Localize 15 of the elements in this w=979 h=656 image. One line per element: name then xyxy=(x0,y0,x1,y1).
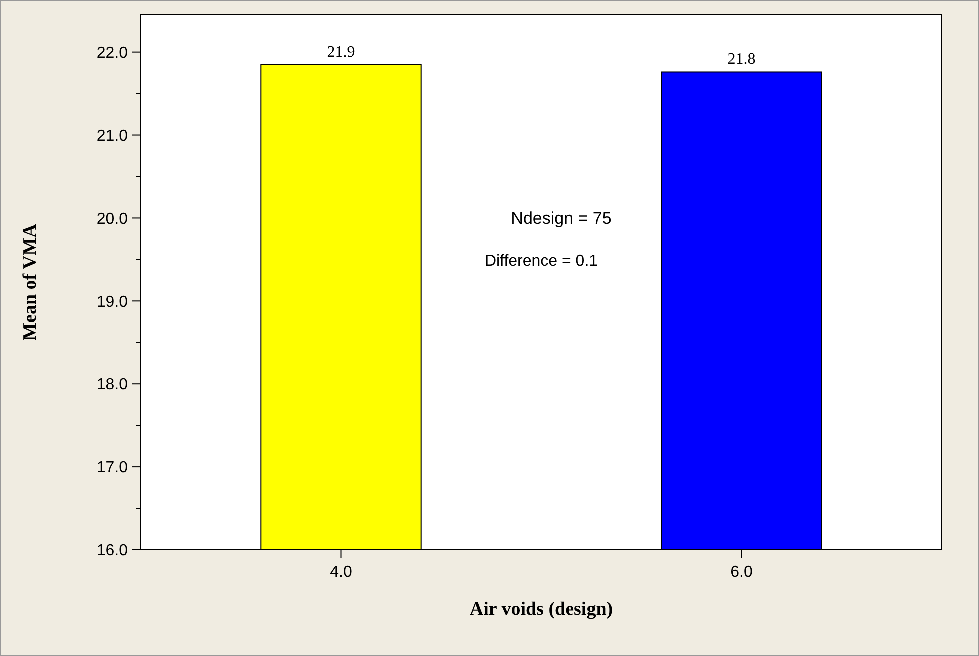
y-tick-label: 20.0 xyxy=(96,210,128,228)
annotation: Ndesign = 75 xyxy=(511,209,612,228)
x-tick-label: 4.0 xyxy=(330,564,352,581)
y-tick-label: 18.0 xyxy=(96,376,128,394)
y-tick-label: 21.0 xyxy=(96,128,128,145)
y-tick-label: 19.0 xyxy=(96,294,128,311)
y-tick-label: 22.0 xyxy=(96,44,128,62)
data-label: 21.9 xyxy=(327,44,356,61)
x-tick-label: 6.0 xyxy=(730,564,753,581)
x-axis-title: Air voids (design) xyxy=(470,599,614,620)
y-axis-title: Mean of VMA xyxy=(20,224,41,341)
y-tick-label: 16.0 xyxy=(96,542,128,560)
annotation: Difference = 0.1 xyxy=(484,253,598,270)
y-tick-label: 17.0 xyxy=(96,460,128,477)
data-label: 21.8 xyxy=(728,51,756,68)
